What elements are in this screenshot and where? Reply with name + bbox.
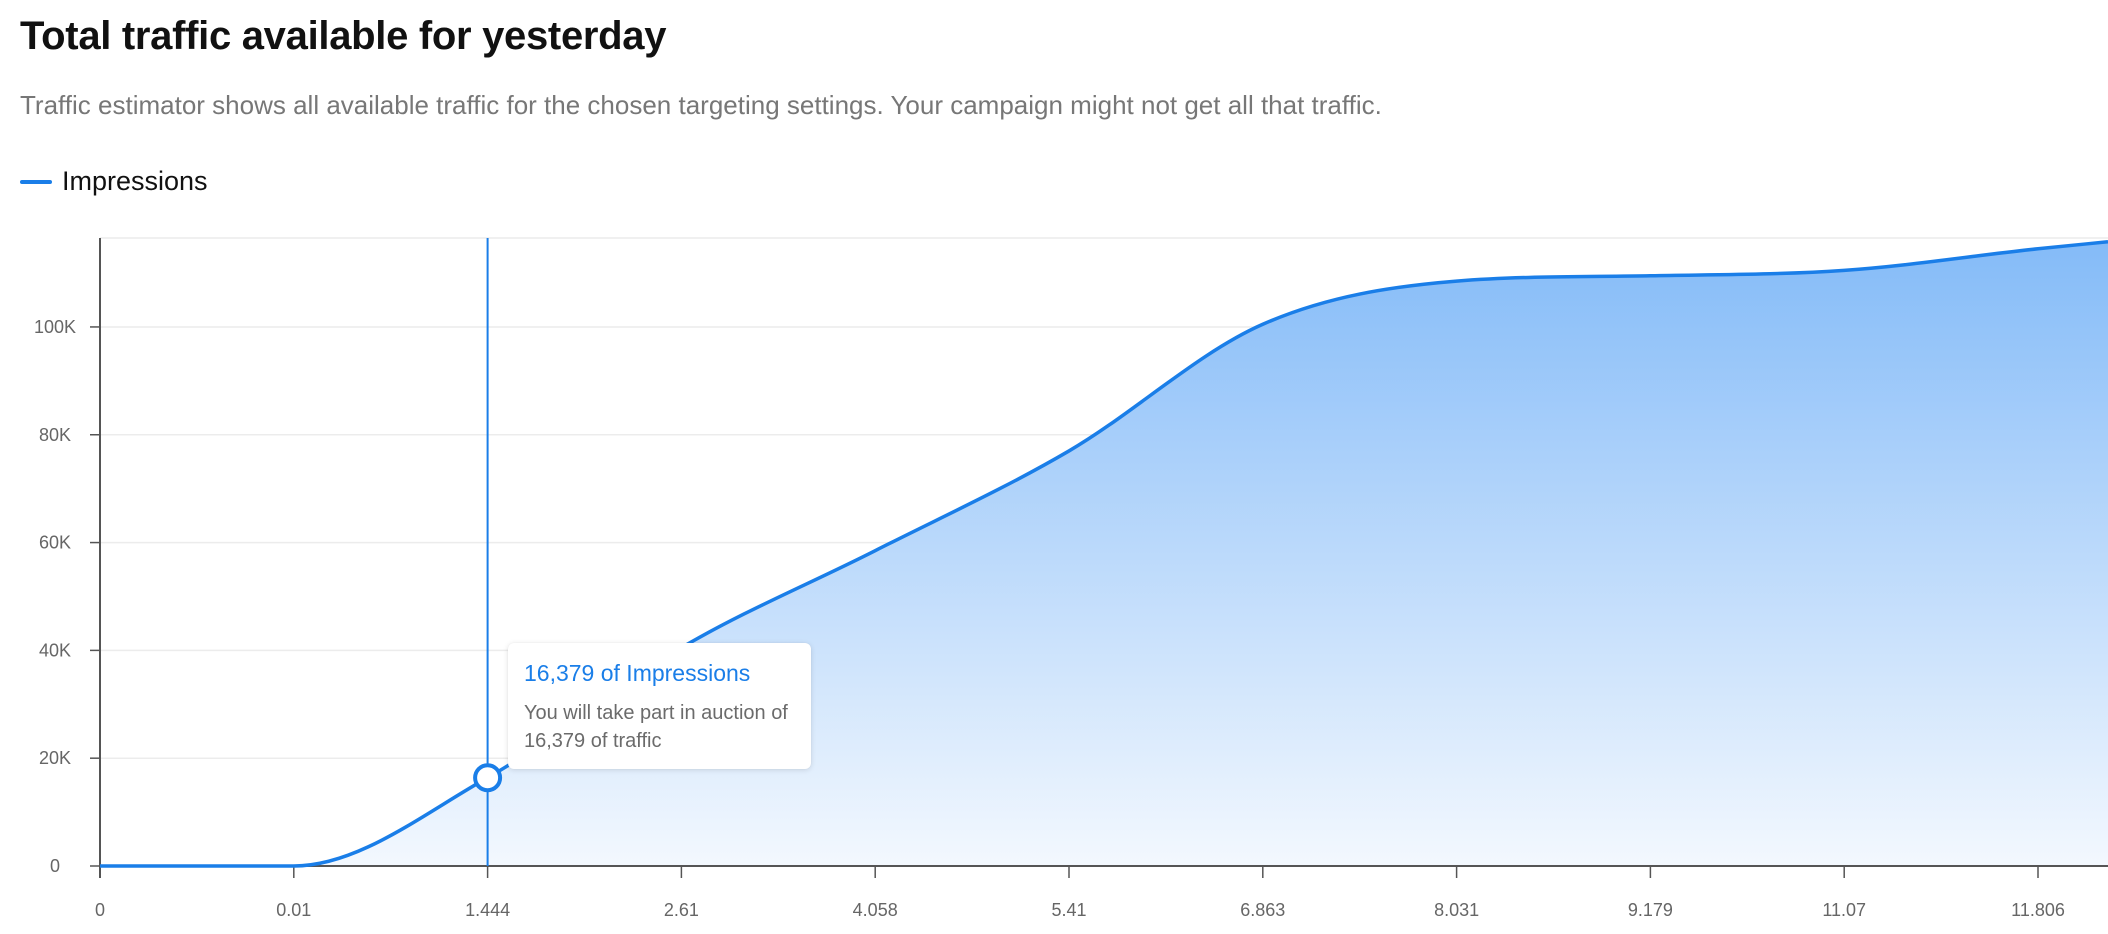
tooltip-title: 16,379 of Impressions (524, 660, 751, 686)
data-point-4[interactable] (869, 545, 881, 557)
x-tick-label: 9.179 (1628, 900, 1673, 920)
data-point-6[interactable] (1257, 318, 1269, 330)
hover-tooltip: 16,379 of Impressions You will take part… (508, 643, 811, 769)
legend-label-impressions: Impressions (62, 166, 208, 196)
x-tick-label: 6.863 (1240, 900, 1285, 920)
y-tick-label: 40K (39, 640, 71, 660)
data-point-8[interactable] (1644, 270, 1656, 282)
x-tick-label: 0 (95, 900, 105, 920)
page-title: Total traffic available for yesterday (20, 14, 667, 58)
data-point-10[interactable] (2032, 243, 2044, 255)
x-tick-label: 8.031 (1434, 900, 1479, 920)
y-tick-label: 0 (50, 856, 60, 876)
hover-marker[interactable] (473, 763, 503, 793)
chart-legend[interactable]: Impressions (20, 166, 208, 197)
y-tick-label: 20K (39, 748, 71, 768)
y-tick-label: 60K (39, 533, 71, 553)
x-tick-label: 11.806 (2011, 900, 2065, 920)
x-tick-label: 4.058 (853, 900, 898, 920)
impressions-line[interactable] (99, 240, 2108, 868)
legend-line-swatch (20, 179, 52, 184)
x-tick-label: 0.01 (276, 900, 311, 920)
data-point-5[interactable] (1063, 445, 1075, 457)
data-point-1[interactable] (288, 860, 300, 872)
x-tick-label: 2.61 (664, 900, 699, 920)
page-subtitle: Traffic estimator shows all available tr… (20, 90, 1382, 120)
impressions-area (100, 241, 2108, 867)
x-tick-label: 5.41 (1051, 900, 1086, 920)
data-point-7[interactable] (1451, 275, 1463, 287)
data-point-9[interactable] (1838, 264, 1850, 276)
y-tick-label: 100K (34, 317, 76, 337)
tooltip-body: You will take part in auction of 16,379 … (524, 702, 788, 752)
x-tick-label: 1.444 (465, 900, 510, 920)
data-point-0[interactable] (94, 860, 106, 872)
x-tick-label: 11.07 (1822, 900, 1866, 920)
y-tick-label: 80K (39, 425, 71, 445)
